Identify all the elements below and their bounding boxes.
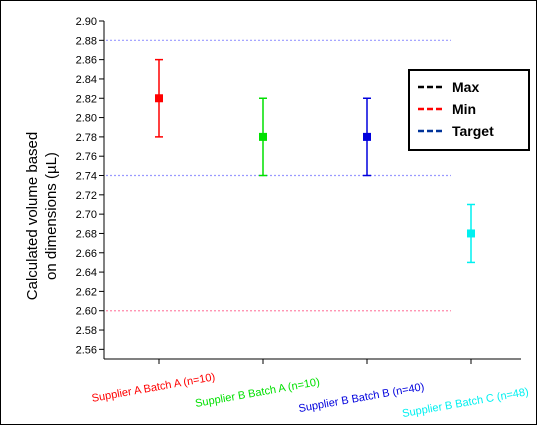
y-axis-label-line2: on dimensions (µL) bbox=[43, 152, 60, 280]
data-point-group-2 bbox=[363, 97, 371, 177]
y-tick-label-14: 2.84 bbox=[76, 74, 97, 86]
mean-marker-3 bbox=[467, 229, 475, 238]
y-tick-label-9: 2.74 bbox=[76, 171, 97, 183]
y-tick-label-17: 2.90 bbox=[76, 16, 97, 28]
y-tick-label-8: 2.72 bbox=[76, 190, 97, 202]
y-tick-label-15: 2.86 bbox=[76, 55, 97, 67]
y-tick-label-10: 2.76 bbox=[76, 151, 97, 163]
y-tick-label-2: 2.60 bbox=[76, 306, 97, 318]
data-points bbox=[155, 58, 475, 264]
y-tick-label-3: 2.62 bbox=[76, 286, 97, 298]
y-tick-label-0: 2.56 bbox=[76, 344, 97, 356]
x-axis-ticks bbox=[158, 359, 472, 364]
legend: Max Min Target bbox=[408, 69, 530, 151]
mean-marker-2 bbox=[363, 132, 371, 141]
data-point-group-1 bbox=[259, 97, 267, 177]
y-tick-label-11: 2.78 bbox=[76, 132, 97, 144]
legend-label-1: Min bbox=[452, 101, 476, 117]
y-tick-label-5: 2.66 bbox=[76, 248, 97, 260]
legend-label-2: Target bbox=[452, 123, 494, 139]
y-tick-label-16: 2.88 bbox=[76, 35, 97, 47]
y-tick-label-6: 2.68 bbox=[76, 228, 97, 240]
y-tick-label-12: 2.80 bbox=[76, 113, 97, 125]
y-tick-label-1: 2.58 bbox=[76, 325, 97, 337]
legend-label-0: Max bbox=[452, 79, 479, 95]
data-point-group-0 bbox=[155, 58, 163, 138]
y-tick-label-13: 2.82 bbox=[76, 93, 97, 105]
y-tick-label-7: 2.70 bbox=[76, 209, 97, 221]
y-tick-label-4: 2.64 bbox=[76, 267, 97, 279]
mean-marker-1 bbox=[259, 132, 267, 141]
category-labels: Supplier A Batch A (n=10)Supplier B Batc… bbox=[91, 371, 530, 420]
reference-lines bbox=[106, 39, 451, 312]
y-axis-ticks: 2.56 2.58 2.60 2.62 2.64 2.66 2.68 2.70 2.72 2.74… bbox=[76, 16, 104, 356]
mean-marker-0 bbox=[155, 94, 163, 103]
data-point-group-3 bbox=[467, 203, 475, 264]
y-axis-label-line1: Calculated volume based bbox=[24, 132, 41, 300]
